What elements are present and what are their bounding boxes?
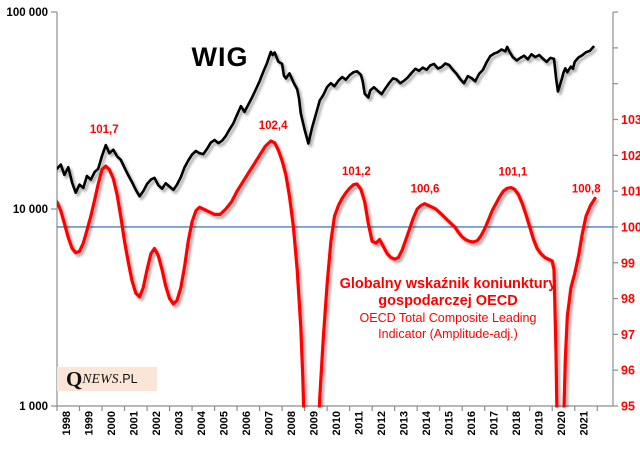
cli-annotation: Globalny wskaźnik koniunktury gospodarcz…: [326, 276, 570, 342]
cli-point-label: 101,2: [342, 166, 371, 178]
svg-text:2010: 2010: [331, 411, 343, 435]
svg-text:2004: 2004: [196, 410, 208, 435]
wig-line: [57, 45, 595, 198]
svg-text:10 000: 10 000: [13, 204, 48, 216]
svg-text:100: 100: [621, 220, 640, 234]
svg-text:2002: 2002: [151, 411, 163, 435]
svg-text:2011: 2011: [354, 411, 366, 435]
qnews-logo-news: NEWS: [82, 371, 119, 386]
svg-text:98: 98: [621, 292, 635, 306]
cli-point-label: 101,7: [90, 124, 119, 136]
svg-text:2009: 2009: [309, 411, 321, 435]
annotation-line-4: Indicator (Amplitude-adj.): [378, 326, 518, 341]
svg-text:2020: 2020: [556, 411, 568, 435]
svg-text:100 000: 100 000: [6, 7, 48, 19]
svg-text:2003: 2003: [174, 411, 186, 435]
svg-text:2012: 2012: [376, 411, 388, 435]
qnews-logo-pl: .PL: [118, 372, 138, 386]
svg-text:2013: 2013: [399, 411, 411, 435]
svg-text:102: 102: [621, 149, 640, 163]
svg-text:2019: 2019: [534, 411, 546, 435]
svg-text:2008: 2008: [286, 411, 298, 435]
svg-text:2000: 2000: [106, 411, 118, 435]
svg-text:2021: 2021: [579, 411, 591, 435]
svg-text:2017: 2017: [489, 411, 501, 435]
axes: [56, 12, 614, 407]
qnews-logo-q: Q: [66, 366, 83, 391]
cli-point-label: 100,8: [572, 183, 601, 195]
svg-text:2014: 2014: [421, 410, 433, 435]
cli-point-label: 102,4: [259, 120, 288, 132]
cli-point-labels: 101,7 102,4 101,2 100,6 101,1 100,8: [90, 120, 601, 195]
right-axis-ticks: 95 96 97 98 99 100 101 102 103: [613, 11, 640, 414]
svg-text:1999: 1999: [84, 411, 96, 435]
qnews-watermark: Q NEWS .PL: [57, 367, 157, 391]
x-axis-ticks: 1998 1999 2000 2001 2002 2003 2004 2005 2006 2007…: [56, 406, 598, 435]
svg-text:2006: 2006: [241, 411, 253, 435]
svg-text:2007: 2007: [264, 411, 276, 435]
svg-text:2005: 2005: [219, 411, 231, 435]
svg-text:95: 95: [621, 400, 635, 414]
left-axis-ticks: 100 000 10 000 1 000: [6, 7, 57, 413]
wig-series-title: WIG: [191, 42, 249, 72]
svg-text:103: 103: [621, 113, 640, 127]
annotation-line-3: OECD Total Composite Leading: [359, 311, 537, 326]
annotation-line-2: gospodarczej OECD: [378, 293, 518, 310]
svg-text:1 000: 1 000: [19, 401, 48, 413]
svg-text:2018: 2018: [511, 411, 523, 435]
svg-text:2001: 2001: [129, 411, 141, 435]
oecd-cli-line: [57, 139, 597, 408]
cli-point-label: 100,6: [411, 183, 440, 195]
cli-point-label: 101,1: [498, 167, 527, 179]
svg-text:2016: 2016: [466, 411, 478, 435]
svg-text:101: 101: [621, 185, 640, 199]
annotation-line-1: Globalny wskaźnik koniunktury: [339, 276, 557, 292]
svg-text:96: 96: [621, 364, 635, 378]
svg-text:99: 99: [621, 256, 635, 270]
svg-text:97: 97: [621, 328, 635, 342]
svg-text:2015: 2015: [444, 411, 456, 435]
svg-text:1998: 1998: [61, 411, 73, 435]
